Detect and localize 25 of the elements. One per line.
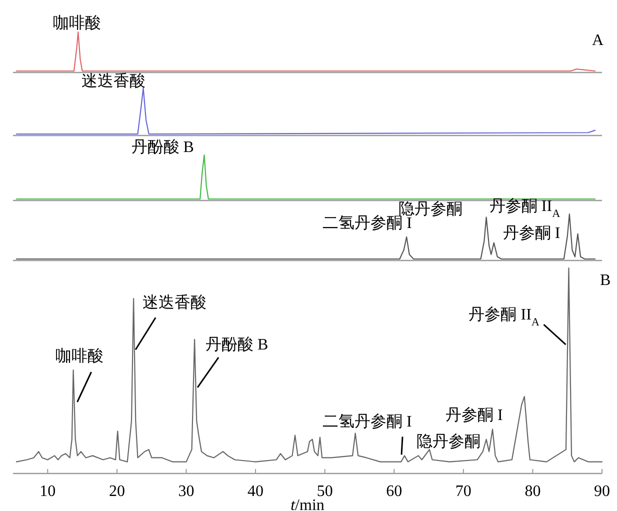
xtick: 30 [178,483,194,500]
annotation: 隐丹参酮 [416,433,480,450]
xlabel: t/min [290,497,324,511]
annotation: 二氢丹参酮 I [322,214,412,232]
xtick: 90 [594,483,610,500]
annotation: 丹酚酸 B [131,139,194,156]
xtick: 80 [524,483,541,500]
annotation: 丹参酮 I [502,224,560,242]
xtick: 40 [248,483,264,500]
annotation: 丹酚酸 B [206,336,268,354]
xtick: 70 [455,483,472,500]
xtick: 20 [108,483,125,500]
annotation: B [600,272,611,289]
annotation: 丹参酮 II$_{A}$ [468,306,540,329]
annotation: A [592,32,604,49]
xtick: 10 [40,483,56,500]
xtick: 60 [386,483,402,500]
annotation: 迷迭香酸 [81,73,146,90]
annotation: 丹参酮 II$_{A}$ [489,198,560,220]
annotation: 丹参酮 I [446,407,503,424]
annotation: 迷迭香酸 [142,294,207,312]
annotation: 咖啡酸 [53,15,102,32]
xtick: 50 [316,483,333,500]
annotation: 二氢丹参酮 I [322,414,412,431]
annotation: 咖啡酸 [55,348,104,365]
